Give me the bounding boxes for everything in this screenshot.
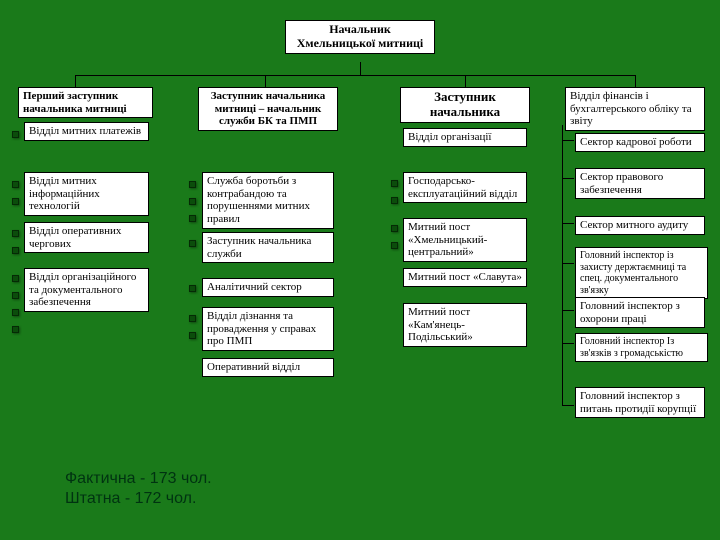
connector (562, 263, 574, 264)
connector (562, 178, 574, 179)
bullet-icon (12, 309, 19, 316)
bullet-icon (12, 230, 19, 237)
col2-b1: Служба боротьби з контрабандою та поруше… (202, 172, 334, 229)
col2-b2: Заступник начальника служби (202, 232, 334, 263)
connector (562, 310, 574, 311)
col1-b4: Відділ організаційного та документальног… (24, 268, 149, 312)
connector (465, 75, 466, 87)
bullet-icon (12, 292, 19, 299)
bullet-icon (12, 326, 19, 333)
col3-b3: Митний пост «Хмельницький-центральний» (403, 218, 527, 262)
col4-b2: Сектор кадрової роботи (575, 133, 705, 152)
col3-head: Заступник начальника (400, 87, 530, 123)
col3-b1: Відділ організації (403, 128, 527, 147)
connector (562, 140, 574, 141)
col1-b3: Відділ оперативних чергових (24, 222, 149, 253)
bullet-icon (12, 181, 19, 188)
bullet-icon (391, 242, 398, 249)
bullet-icon (189, 198, 196, 205)
col1-head: Перший заступник начальника митниці (18, 87, 153, 118)
bullet-icon (391, 197, 398, 204)
col4-b5: Головний інспектор із захисту держтаємни… (575, 247, 708, 299)
col4-b3: Сектор правового забезпечення (575, 168, 705, 199)
bullet-icon (189, 332, 196, 339)
col4-b8: Головний інспектор з питань протидії кор… (575, 387, 705, 418)
col3-b2: Господарсько-експлуатаційний відділ (403, 172, 527, 203)
col4-b7: Головний інспектор Із зв'язків з громадс… (575, 333, 708, 362)
bullet-icon (391, 180, 398, 187)
connector (75, 75, 635, 76)
footer-line2: Штатна - 172 чол. (65, 490, 196, 508)
col3-b4: Митний пост «Славута» (403, 268, 527, 287)
bullet-icon (189, 181, 196, 188)
bullet-icon (12, 131, 19, 138)
bullet-icon (189, 240, 196, 247)
bullet-icon (12, 198, 19, 205)
bullet-icon (189, 285, 196, 292)
col2-b4: Відділ дізнання та провадження у справах… (202, 307, 334, 351)
connector (562, 343, 574, 344)
col2-b3: Аналітичний сектор (202, 278, 334, 297)
connector (562, 405, 574, 406)
col2-b5: Оперативний відділ (202, 358, 334, 377)
col4-b6: Головний інспектор з охорони праці (575, 297, 705, 328)
connector (360, 62, 361, 75)
footer-line1: Фактична - 173 чол. (65, 470, 212, 488)
connector (562, 125, 563, 405)
col2-head: Заступник начальника митниці – начальник… (198, 87, 338, 131)
bullet-icon (12, 247, 19, 254)
connector (635, 75, 636, 87)
bullet-icon (12, 275, 19, 282)
col4-b4: Сектор митного аудиту (575, 216, 705, 235)
col4-b1: Відділ фінансів і бухгалтерського обліку… (565, 87, 705, 131)
col1-b1: Відділ митних платежів (24, 122, 149, 141)
col1-b2: Відділ митних інформаційних технологій (24, 172, 149, 216)
bullet-icon (189, 315, 196, 322)
connector (265, 75, 266, 87)
root-node: Начальник Хмельницької митниці (285, 20, 435, 54)
bullet-icon (189, 215, 196, 222)
connector (75, 75, 76, 87)
connector (562, 223, 574, 224)
bullet-icon (391, 225, 398, 232)
col3-b5: Митний пост «Кам'янець-Подільський» (403, 303, 527, 347)
